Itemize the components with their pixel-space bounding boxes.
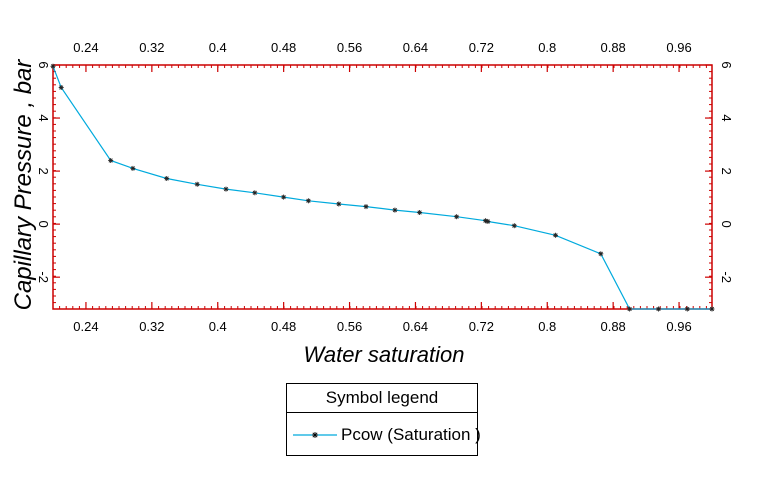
data-point — [305, 198, 311, 204]
data-point — [252, 190, 258, 196]
point-stroke — [306, 198, 311, 203]
series-line — [52, 66, 712, 310]
point-stroke — [685, 306, 690, 312]
point-stroke — [59, 85, 64, 90]
x-tick-label-bottom: 0.64 — [403, 319, 428, 334]
data-point — [336, 201, 342, 207]
point-stroke — [336, 201, 341, 207]
x-tick-label-bottom: 0.32 — [139, 319, 164, 334]
x-tick-label-bottom: 0.24 — [73, 319, 98, 334]
x-tick-label-bottom: 0.8 — [538, 319, 556, 334]
data-point — [164, 176, 170, 181]
data-point — [50, 63, 56, 69]
y-tick-label-left: 0 — [36, 221, 51, 228]
point-stroke — [195, 182, 200, 187]
data-point — [511, 223, 517, 229]
x-tick-label-bottom: 0.48 — [271, 319, 296, 334]
x-tick-label-top: 0.88 — [600, 40, 625, 55]
point-stroke — [130, 166, 136, 171]
data-point — [553, 232, 558, 238]
point-stroke — [281, 194, 286, 200]
point-stroke — [363, 204, 369, 209]
legend-line-marker-icon — [293, 432, 337, 438]
data-point — [392, 207, 398, 213]
point-stroke — [483, 218, 488, 223]
data-point — [223, 186, 229, 192]
x-tick-label-top: 0.48 — [271, 40, 296, 55]
data-point — [598, 251, 604, 257]
data-point — [656, 306, 661, 312]
point-stroke — [598, 251, 603, 256]
data-point — [485, 219, 491, 224]
x-tick-label-top: 0.24 — [73, 40, 98, 55]
point-stroke — [417, 210, 422, 215]
legend-entry: Pcow (Saturation ) — [293, 424, 481, 446]
y-axis-title: Capillary Pressure , bar — [10, 59, 37, 311]
data-point — [58, 85, 64, 90]
point-stroke — [223, 186, 229, 192]
data-point — [281, 194, 287, 200]
data-point — [454, 214, 460, 220]
x-tick-label-bottom: 0.96 — [666, 319, 691, 334]
y-tick-label-left: 4 — [36, 114, 51, 121]
x-tick-label-bottom: 0.4 — [209, 319, 227, 334]
x-tick-label-top: 0.72 — [469, 40, 494, 55]
data-point — [130, 165, 136, 171]
y-tick-label-right: 6 — [719, 61, 734, 68]
x-tick-label-top: 0.4 — [209, 40, 227, 55]
legend-title: Symbol legend — [325, 388, 439, 407]
plot-frame — [52, 64, 713, 310]
point-stroke — [709, 306, 715, 312]
point-stroke — [656, 306, 661, 312]
legend-divider — [287, 412, 477, 413]
data-point — [363, 204, 369, 210]
data-point — [684, 306, 690, 312]
x-tick-label-top: 0.32 — [139, 40, 164, 55]
point-stroke — [392, 207, 398, 213]
point-stroke — [164, 176, 169, 181]
x-tick-label-bottom: 0.88 — [600, 319, 625, 334]
point-stroke — [512, 223, 517, 228]
x-tick-label-top: 0.96 — [666, 40, 691, 55]
point-stroke — [252, 190, 257, 195]
data-point — [417, 210, 423, 215]
point-stroke — [50, 64, 56, 69]
point-stroke — [108, 158, 113, 163]
data-point — [709, 306, 715, 312]
x-tick-label-top: 0.64 — [403, 40, 428, 55]
point-stroke — [485, 219, 491, 224]
x-tick-label-top: 0.8 — [538, 40, 556, 55]
y-tick-label-left: 2 — [36, 167, 51, 174]
point-stroke — [553, 233, 558, 238]
y-tick-label-left: 6 — [36, 61, 51, 68]
y-tick-label-right: -2 — [719, 271, 734, 283]
x-tick-label-top: 0.56 — [337, 40, 362, 55]
data-point — [108, 158, 114, 163]
point-stroke — [627, 306, 632, 312]
data-point — [627, 306, 633, 312]
data-point — [194, 181, 200, 187]
y-tick-label-left: -2 — [36, 271, 51, 283]
legend-label: Pcow (Saturation ) — [341, 425, 481, 444]
x-tick-label-bottom: 0.72 — [469, 319, 494, 334]
y-tick-label-right: 0 — [719, 221, 734, 228]
point-stroke — [454, 214, 459, 219]
x-axis-title: Water saturation — [303, 342, 464, 367]
legend: Symbol legend Pcow (Saturation ) — [286, 383, 481, 456]
x-tick-label-bottom: 0.56 — [337, 319, 362, 334]
y-tick-label-right: 4 — [719, 114, 734, 121]
y-tick-label-right: 2 — [719, 167, 734, 174]
